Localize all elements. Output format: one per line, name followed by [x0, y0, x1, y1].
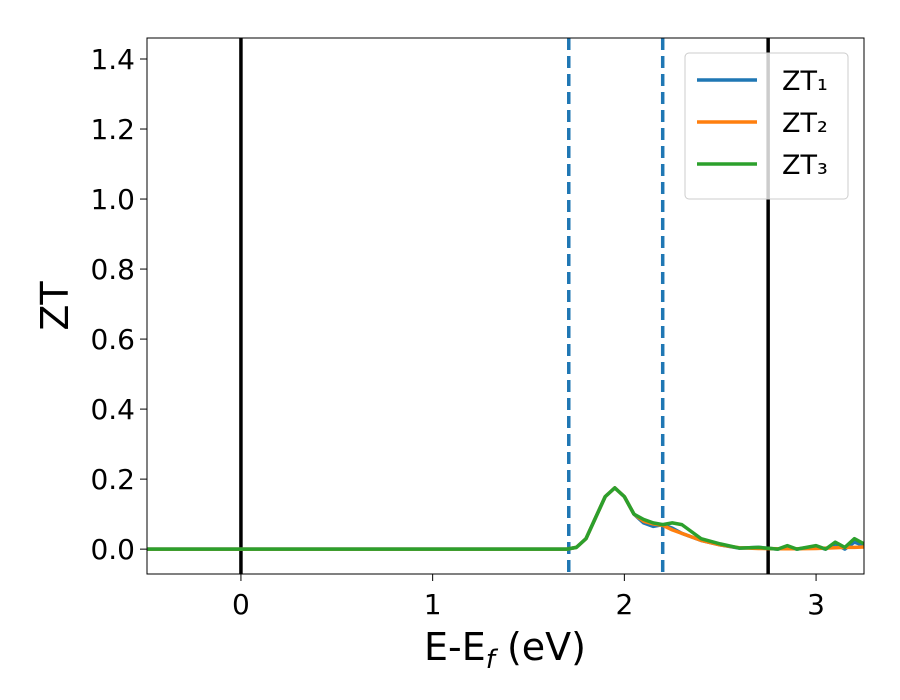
series-line	[147, 486, 864, 551]
y-tick-label: 0.2	[90, 463, 135, 496]
legend-label: ZT₂	[782, 108, 828, 139]
y-tick-label: 0.0	[90, 533, 135, 566]
x-label-part: (eV)	[495, 625, 586, 669]
x-tick-label: 0	[232, 588, 250, 621]
y-tick-label: 1.0	[90, 183, 135, 216]
x-tick-label: 1	[424, 588, 442, 621]
y-axis-label: ZT	[33, 281, 77, 331]
x-tick-label: 2	[615, 588, 633, 621]
y-tick-label: 0.4	[90, 393, 135, 426]
y-tick-label: 0.8	[90, 253, 135, 286]
legend-label: ZT₃	[782, 150, 828, 181]
x-axis-label: E-Ef (eV)	[424, 625, 586, 675]
x-label-part: E-E	[424, 625, 486, 669]
y-tick-label: 0.6	[90, 323, 135, 356]
plot-frame	[146, 37, 865, 575]
y-tick-label: 1.2	[90, 113, 135, 146]
y-tick-label: 1.4	[90, 43, 135, 76]
x-tick-label: 3	[807, 588, 825, 621]
legend-label: ZT₁	[782, 66, 828, 97]
